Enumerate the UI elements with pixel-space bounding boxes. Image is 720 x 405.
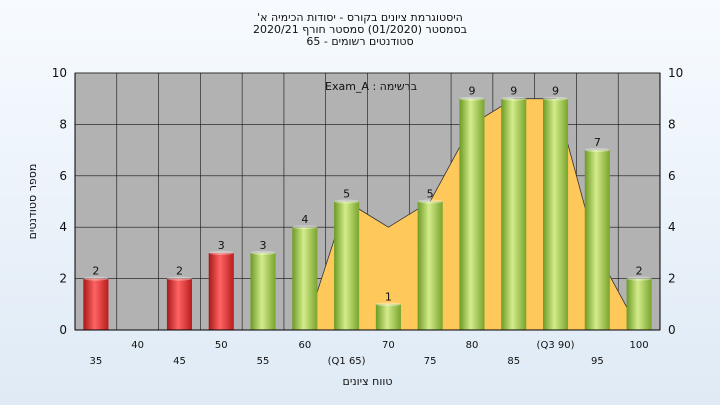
bar-value-label: 3 xyxy=(260,239,267,252)
bar-value-label: 9 xyxy=(468,85,475,98)
bar xyxy=(375,304,401,330)
y-tick-label-right: 0 xyxy=(668,323,676,337)
bar xyxy=(166,278,192,330)
x-tick-label: 40 xyxy=(131,340,144,351)
bar xyxy=(292,227,318,330)
bar-value-label: 2 xyxy=(176,265,183,278)
chart-title-line-1: 'היסטוגרמת ציונים בקורס - יסודות הכימיה … xyxy=(257,11,463,24)
bar-cap xyxy=(83,276,109,281)
x-tick-label: 95 xyxy=(591,356,604,367)
bar-value-label: 7 xyxy=(594,136,601,149)
y-tick-label-left: 4 xyxy=(59,220,67,234)
y-tick-label-left: 10 xyxy=(52,66,67,80)
bar xyxy=(501,98,527,330)
x-tick-label: 80 xyxy=(466,340,479,351)
bar-value-label: 2 xyxy=(92,265,99,278)
bar-cap xyxy=(543,96,569,101)
bar-cap xyxy=(208,250,234,255)
bar xyxy=(459,98,485,330)
y-axis-label: מספר סטודנטים xyxy=(26,164,39,240)
y-tick-label-right: 10 xyxy=(668,66,683,80)
bar-value-label: 1 xyxy=(385,290,392,303)
bar-cap xyxy=(417,199,443,204)
y-tick-label-right: 2 xyxy=(668,272,676,286)
bars: 2 2 3 3 4 5 1 5 9 9 9 7 2 xyxy=(83,85,652,330)
bar-value-label: 5 xyxy=(343,188,350,201)
bar-value-label: 9 xyxy=(552,85,559,98)
bar-cap xyxy=(501,96,527,101)
bar-cap xyxy=(292,225,318,230)
bar xyxy=(250,252,276,330)
bar xyxy=(626,278,652,330)
x-axis-label: טווח ציונים xyxy=(343,375,393,388)
bar-cap xyxy=(334,199,360,204)
x-tick-label: 35 xyxy=(90,356,103,367)
bar-value-label: 2 xyxy=(636,265,643,278)
x-tick-label: 85 xyxy=(507,356,520,367)
x-tick-label: 45 xyxy=(173,356,186,367)
x-tick-label: 60 xyxy=(298,340,311,351)
bar xyxy=(208,252,234,330)
y-tick-label-left: 2 xyxy=(59,272,67,286)
y-tick-label-left: 0 xyxy=(59,323,67,337)
bar-cap xyxy=(626,276,652,281)
x-tick-label: 50 xyxy=(215,340,228,351)
bar xyxy=(543,98,569,330)
bar-cap xyxy=(250,250,276,255)
bar xyxy=(417,201,443,330)
y-tick-label-left: 6 xyxy=(59,169,67,183)
x-tick-label: (Q3 90) xyxy=(537,340,575,351)
y-tick-label-right: 4 xyxy=(668,220,676,234)
y-tick-label-right: 6 xyxy=(668,169,676,183)
bar-value-label: 5 xyxy=(427,188,434,201)
bar-cap xyxy=(375,302,401,307)
bar xyxy=(334,201,360,330)
bar-value-label: 4 xyxy=(301,213,308,226)
bar-cap xyxy=(584,148,610,153)
x-tick-label: 55 xyxy=(257,356,270,367)
bar-value-label: 9 xyxy=(510,85,517,98)
bar xyxy=(584,150,610,330)
x-tick-label: 100 xyxy=(630,340,649,351)
x-tick-label: (Q1 65) xyxy=(328,356,366,367)
y-tick-label-right: 8 xyxy=(668,117,676,131)
chart-title-line-2: בסמסטר (01/2020) סמסטר חורף 2020/21 xyxy=(253,23,467,36)
bar-cap xyxy=(459,96,485,101)
bar-cap xyxy=(166,276,192,281)
annotation: Exam_A : ברשימה xyxy=(325,80,417,93)
chart-title-line-3: סטודנטים רשומים - 65 xyxy=(306,35,414,48)
x-tick-label: 70 xyxy=(382,340,395,351)
bar-value-label: 3 xyxy=(218,239,225,252)
x-tick-label: 75 xyxy=(424,356,437,367)
y-tick-label-left: 8 xyxy=(59,117,67,131)
bar xyxy=(83,278,109,330)
